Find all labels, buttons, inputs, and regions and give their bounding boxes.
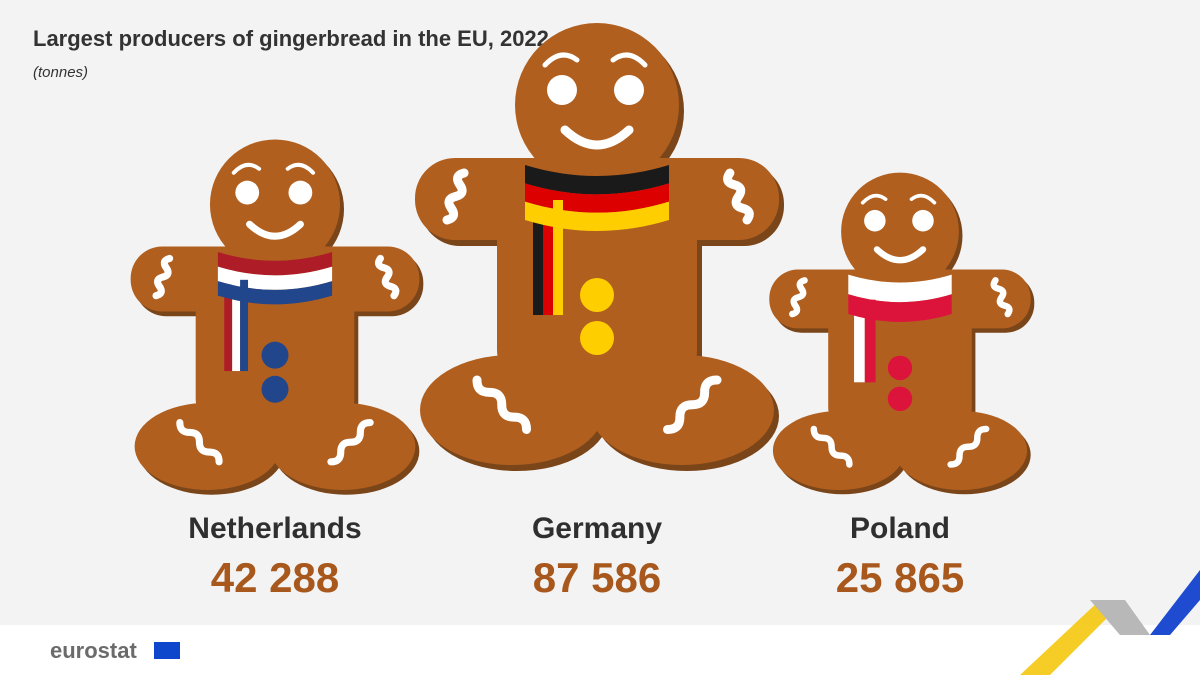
chart-subtitle: (tonnes) (33, 64, 88, 81)
icing (327, 419, 374, 466)
leg (772, 411, 906, 490)
logo-text: eurostat (50, 638, 137, 663)
head (841, 172, 959, 291)
eye (864, 209, 886, 232)
scarf-tail-stripe (553, 200, 563, 315)
eu-flag (154, 642, 180, 659)
head (515, 23, 679, 187)
gingerbread (130, 139, 424, 495)
icing (810, 425, 853, 468)
ribbon-yellow (1020, 600, 1125, 675)
button (261, 341, 289, 369)
button (261, 375, 289, 403)
category-label: Poland (850, 512, 950, 545)
scarf-tail-stripe (854, 299, 865, 383)
eye (235, 180, 260, 205)
scarf-tail-stripe (864, 299, 876, 383)
eyebrow (231, 162, 316, 175)
button (580, 321, 614, 355)
category-label: Germany (532, 512, 662, 545)
scarf-tail-stripe (543, 200, 553, 315)
button (887, 386, 913, 412)
chart-title: Largest producers of gingerbread in the … (33, 26, 549, 51)
icing (789, 277, 808, 318)
icing (663, 375, 722, 434)
leg (134, 402, 281, 490)
smile (873, 246, 927, 264)
value-label: 87 586 (533, 554, 661, 601)
eyebrow (860, 193, 937, 205)
button (580, 278, 614, 312)
scarf-stripe (525, 165, 669, 195)
value-label: 25 865 (836, 554, 964, 601)
icing (723, 168, 754, 225)
eye (912, 209, 934, 232)
scarf-stripe (217, 252, 333, 276)
button (887, 355, 913, 381)
footer (0, 625, 1200, 675)
icing (442, 168, 469, 225)
ribbon-blue (1120, 570, 1200, 635)
icing (947, 425, 990, 468)
scarf-tail-stripe (232, 279, 241, 372)
icing (990, 277, 1013, 318)
eye (547, 75, 577, 105)
eye (288, 180, 313, 205)
icing (176, 419, 223, 466)
icing (152, 254, 174, 300)
value-label: 42 288 (211, 554, 339, 601)
scarf-tail-stripe (240, 279, 249, 372)
smile (246, 220, 304, 240)
head (209, 139, 341, 270)
smile (560, 125, 634, 150)
icing (375, 254, 400, 300)
category-label: Netherlands (188, 512, 361, 545)
scarf-stripe (848, 274, 952, 303)
eye (614, 75, 644, 105)
scarf-tail-stripe (224, 279, 233, 372)
ribbon-gray (1090, 600, 1150, 635)
icing (472, 375, 531, 434)
leg (420, 355, 604, 465)
gingerbread (415, 23, 784, 471)
eyebrow (542, 52, 648, 68)
gingerbread (769, 172, 1035, 495)
scarf-tail-stripe (533, 200, 543, 315)
